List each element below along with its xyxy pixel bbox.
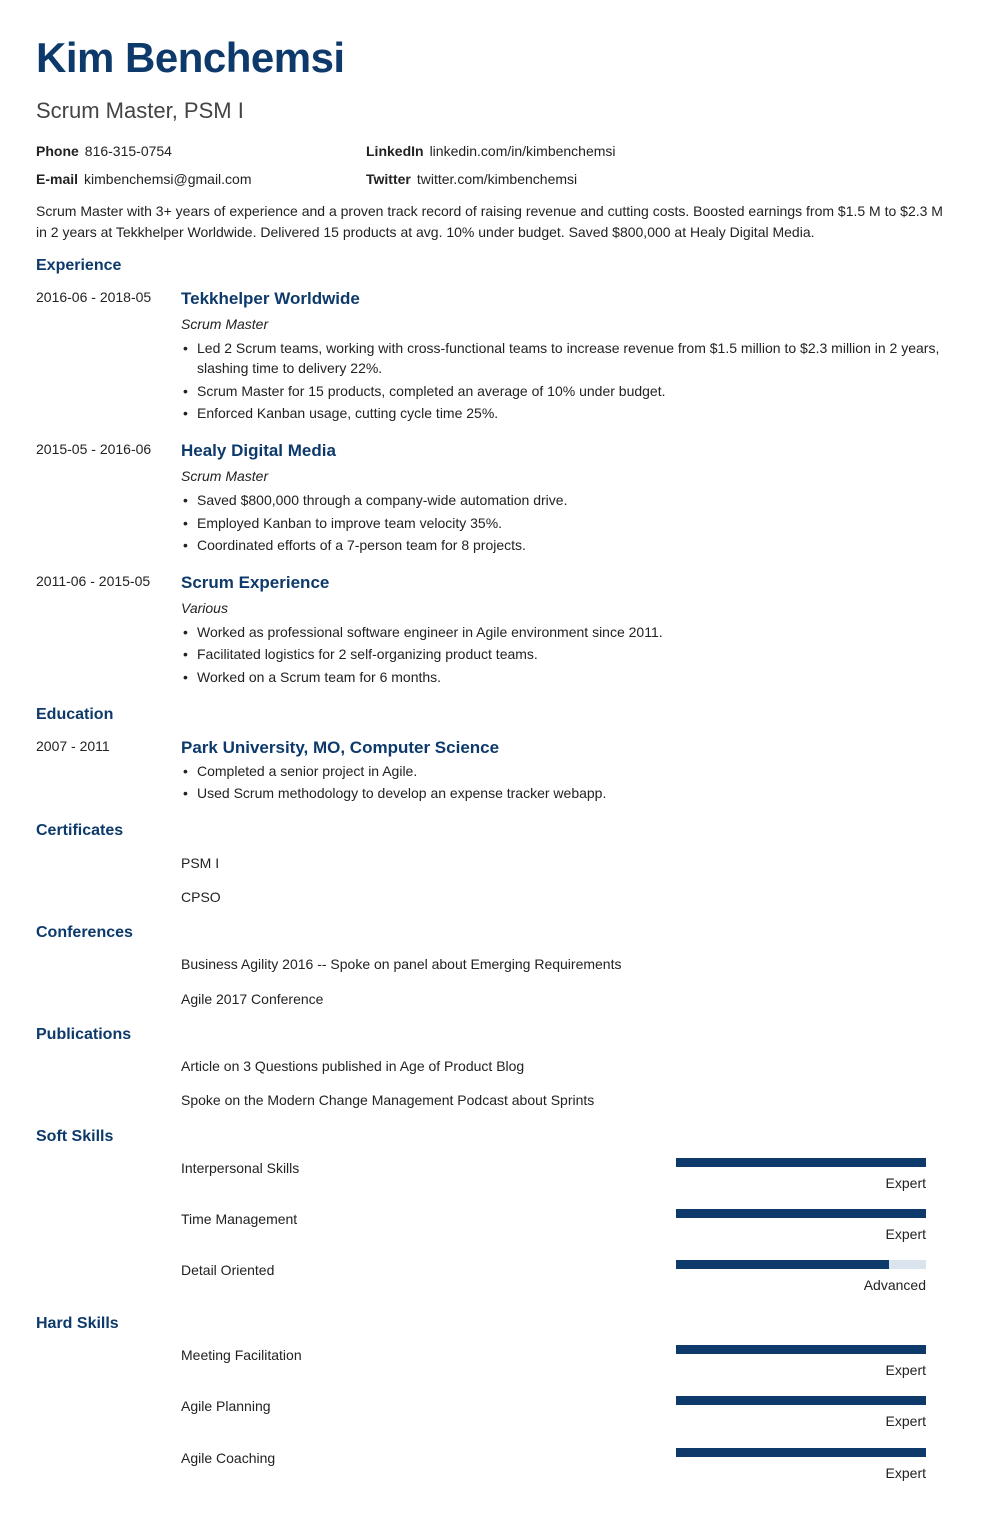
- skill-name: Detail Oriented: [181, 1260, 676, 1280]
- section-conferences: Conferences: [36, 921, 954, 944]
- section-experience: Experience: [36, 254, 954, 277]
- summary-text: Scrum Master with 3+ years of experience…: [36, 201, 954, 242]
- experience-role: Scrum Master: [181, 314, 954, 334]
- experience-role: Scrum Master: [181, 466, 954, 486]
- education-dates: 2007 - 2011: [36, 736, 181, 805]
- skill-name: Interpersonal Skills: [181, 1158, 676, 1178]
- experience-bullet: Led 2 Scrum teams, working with cross-fu…: [183, 338, 954, 379]
- skill-bar: [676, 1345, 926, 1354]
- skill-level: Advanced: [676, 1275, 926, 1295]
- skill-bar: [676, 1448, 926, 1457]
- experience-dates: 2016-06 - 2018-05: [36, 287, 181, 425]
- skill-bar: [676, 1396, 926, 1405]
- experience-entry: 2016-06 - 2018-05Tekkhelper WorldwideScr…: [36, 287, 954, 425]
- experience-bullet: Enforced Kanban usage, cutting cycle tim…: [183, 403, 954, 423]
- experience-company: Healy Digital Media: [181, 439, 954, 464]
- skill-level: Expert: [676, 1411, 926, 1431]
- contact-row-2: E-mail kimbenchemsi@gmail.com Twitter tw…: [36, 169, 954, 189]
- experience-bullet: Facilitated logistics for 2 self-organiz…: [183, 644, 954, 664]
- skill-name: Agile Planning: [181, 1396, 676, 1416]
- softskill-row: Interpersonal SkillsExpert: [181, 1158, 954, 1193]
- softskill-row: Detail OrientedAdvanced: [181, 1260, 954, 1295]
- experience-dates: 2015-05 - 2016-06: [36, 439, 181, 557]
- phone-label: Phone: [36, 141, 79, 161]
- person-name: Kim Benchemsi: [36, 28, 954, 89]
- certificate-item: PSM I: [181, 853, 954, 873]
- email-value: kimbenchemsi@gmail.com: [84, 169, 251, 189]
- education-bullet: Completed a senior project in Agile.: [183, 761, 954, 781]
- experience-bullet: Saved $800,000 through a company-wide au…: [183, 490, 954, 510]
- experience-bullet: Worked as professional software engineer…: [183, 622, 954, 642]
- hardskill-row: Meeting FacilitationExpert: [181, 1345, 954, 1380]
- education-entry: 2007 - 2011Park University, MO, Computer…: [36, 736, 954, 805]
- section-softskills: Soft Skills: [36, 1125, 954, 1148]
- experience-bullet: Scrum Master for 15 products, completed …: [183, 381, 954, 401]
- education-school: Park University, MO, Computer Science: [181, 736, 954, 761]
- education-bullet: Used Scrum methodology to develop an exp…: [183, 783, 954, 803]
- linkedin-label: LinkedIn: [366, 141, 424, 161]
- experience-bullet: Worked on a Scrum team for 6 months.: [183, 667, 954, 687]
- hardskill-row: Agile PlanningExpert: [181, 1396, 954, 1431]
- skill-level: Expert: [676, 1173, 926, 1193]
- conference-item: Agile 2017 Conference: [181, 989, 954, 1009]
- softskill-row: Time ManagementExpert: [181, 1209, 954, 1244]
- hardskill-row: Agile CoachingExpert: [181, 1448, 954, 1483]
- publication-item: Article on 3 Questions published in Age …: [181, 1056, 954, 1076]
- experience-entry: 2011-06 - 2015-05Scrum ExperienceVarious…: [36, 571, 954, 689]
- phone-value: 816-315-0754: [85, 141, 172, 161]
- publication-item: Spoke on the Modern Change Management Po…: [181, 1090, 954, 1110]
- experience-company: Tekkhelper Worldwide: [181, 287, 954, 312]
- skill-name: Time Management: [181, 1209, 676, 1229]
- skill-name: Meeting Facilitation: [181, 1345, 676, 1365]
- experience-company: Scrum Experience: [181, 571, 954, 596]
- section-education: Education: [36, 703, 954, 726]
- certificate-item: CPSO: [181, 887, 954, 907]
- experience-role: Various: [181, 598, 954, 618]
- section-hardskills: Hard Skills: [36, 1312, 954, 1335]
- email-label: E-mail: [36, 169, 78, 189]
- experience-bullet: Employed Kanban to improve team velocity…: [183, 513, 954, 533]
- skill-bar: [676, 1158, 926, 1167]
- experience-entry: 2015-05 - 2016-06Healy Digital MediaScru…: [36, 439, 954, 557]
- experience-bullet: Coordinated efforts of a 7-person team f…: [183, 535, 954, 555]
- skill-level: Expert: [676, 1360, 926, 1380]
- twitter-value: twitter.com/kimbenchemsi: [417, 169, 577, 189]
- skill-bar: [676, 1209, 926, 1218]
- linkedin-value: linkedin.com/in/kimbenchemsi: [430, 141, 616, 161]
- contact-row-1: Phone 816-315-0754 LinkedIn linkedin.com…: [36, 141, 954, 161]
- skill-name: Agile Coaching: [181, 1448, 676, 1468]
- skill-bar: [676, 1260, 926, 1269]
- skill-level: Expert: [676, 1224, 926, 1244]
- skill-level: Expert: [676, 1463, 926, 1483]
- conference-item: Business Agility 2016 -- Spoke on panel …: [181, 954, 954, 974]
- person-title: Scrum Master, PSM I: [36, 95, 954, 127]
- experience-dates: 2011-06 - 2015-05: [36, 571, 181, 689]
- twitter-label: Twitter: [366, 169, 411, 189]
- section-publications: Publications: [36, 1023, 954, 1046]
- section-certificates: Certificates: [36, 819, 954, 842]
